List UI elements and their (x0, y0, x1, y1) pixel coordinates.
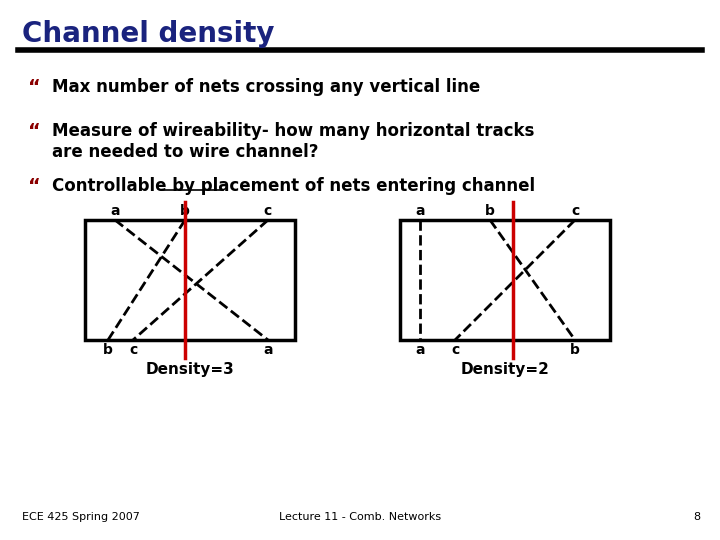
Text: Density=2: Density=2 (461, 362, 549, 377)
Text: c: c (264, 204, 272, 218)
Text: a: a (264, 343, 273, 357)
Text: “: “ (28, 177, 41, 196)
Bar (400, 220, 610, 340)
Text: Density=3: Density=3 (145, 362, 235, 377)
Text: b: b (485, 204, 495, 218)
Text: b: b (103, 343, 113, 357)
Bar (85, 220, 295, 340)
Text: Max number of nets crossing any vertical line: Max number of nets crossing any vertical… (52, 78, 480, 96)
Text: “: “ (28, 78, 41, 97)
Text: c: c (129, 343, 137, 357)
Text: Controllable by placement of nets entering channel: Controllable by placement of nets enteri… (52, 177, 535, 195)
Text: a: a (415, 343, 425, 357)
Text: c: c (451, 343, 459, 357)
Text: a: a (110, 204, 120, 218)
Text: b: b (180, 204, 190, 218)
Text: c: c (571, 204, 579, 218)
Text: “: “ (28, 122, 41, 141)
Text: 8: 8 (693, 512, 700, 522)
Text: a: a (415, 204, 425, 218)
Text: b: b (570, 343, 580, 357)
Text: Lecture 11 - Comb. Networks: Lecture 11 - Comb. Networks (279, 512, 441, 522)
Text: Channel density: Channel density (22, 20, 274, 48)
Text: ECE 425 Spring 2007: ECE 425 Spring 2007 (22, 512, 140, 522)
Text: Measure of wireability- how many horizontal tracks
are needed to wire channel?: Measure of wireability- how many horizon… (52, 122, 534, 161)
